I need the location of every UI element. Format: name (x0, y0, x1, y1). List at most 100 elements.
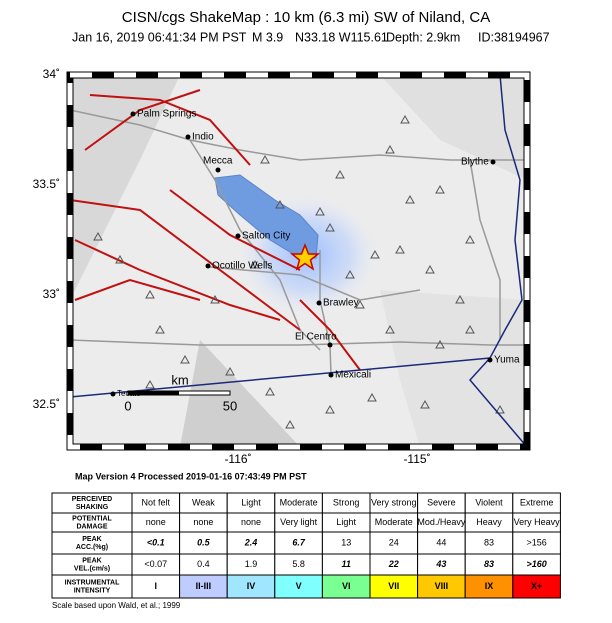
table-value: Moderate (375, 517, 413, 527)
station (145, 289, 155, 299)
station (210, 294, 220, 304)
station (435, 184, 445, 194)
row-header: PEAK ACC.(%g) (76, 536, 108, 551)
table-value: Not felt (142, 497, 171, 507)
station (250, 259, 260, 269)
subtitle-part: ID:38194967 (478, 30, 550, 44)
station (465, 234, 475, 244)
table-value: 44 (436, 537, 446, 547)
table-value: Light (336, 517, 356, 527)
place-label: Ocotillo Wells (212, 261, 272, 272)
row-header: POTENTIAL DAMAGE (72, 515, 112, 530)
table-value: 2.4 (244, 537, 258, 547)
table-value: Very Heavy (514, 517, 561, 527)
lat-tick-label: 32.5˚ (33, 397, 60, 411)
subtitle-part: M 3.9 (252, 30, 283, 44)
station (265, 386, 275, 396)
station (260, 154, 270, 164)
table-value: Weak (192, 497, 215, 507)
place-label: Salton City (242, 231, 290, 242)
station (315, 206, 325, 216)
table-value: 83 (484, 537, 494, 547)
table-value: VIII (435, 581, 449, 591)
station (285, 419, 295, 429)
table-value: X+ (531, 581, 542, 591)
table-value: 11 (342, 559, 351, 569)
place-label: Mecca (203, 156, 233, 167)
table-value: none (146, 517, 166, 527)
station (420, 399, 430, 409)
station (345, 269, 355, 279)
station (395, 244, 405, 254)
station (425, 264, 435, 274)
table-value: VI (342, 581, 351, 591)
station (115, 254, 125, 264)
table-value: Extreme (520, 497, 554, 507)
intensity-table: PERCEIVED SHAKING Not felt Weak Light Moderat… (51, 492, 561, 599)
table-value: 43 (435, 559, 446, 569)
station (325, 404, 335, 414)
table-value: 1.9 (245, 559, 258, 569)
place-dot (490, 159, 496, 165)
station (495, 404, 505, 414)
station (225, 366, 235, 376)
table-value: Severe (427, 497, 456, 507)
scale-label: 50 (223, 398, 237, 413)
station (400, 114, 410, 124)
station (275, 199, 285, 209)
station (155, 324, 165, 334)
table-value: >160 (526, 559, 546, 569)
table-value: none (193, 517, 213, 527)
stations (93, 114, 505, 429)
salton-sea (214, 174, 319, 259)
table-value: 6.7 (292, 537, 306, 547)
subtitle: Jan 16, 2019 06:41:34 PM PST M 3.9 N33.18 … (72, 30, 550, 44)
station (385, 144, 395, 154)
table-value: Mod./Heavy (417, 517, 466, 527)
subtitle-part: N33.18 W115.61 (295, 30, 388, 44)
terrain (380, 290, 527, 447)
scale-label: 0 (124, 398, 131, 413)
place-label: Mexicali (335, 370, 371, 381)
station (180, 354, 190, 364)
terrain (70, 75, 180, 300)
table-value: Strong (333, 497, 360, 507)
lat-tick-label: 33˚ (43, 287, 60, 301)
lon-tick-label: -115˚ (403, 452, 430, 466)
station (335, 169, 345, 179)
row-header: PEAK VEL.(cm/s) (74, 557, 110, 572)
table-value: VII (388, 581, 399, 591)
row-header: PERCEIVED SHAKING (72, 496, 112, 511)
lat-tick-label: 34˚ (43, 67, 60, 81)
table-value: 13 (341, 537, 351, 547)
table-value: IV (247, 581, 256, 591)
station (145, 379, 155, 389)
table-value: IX (485, 581, 494, 591)
place-dot (327, 342, 333, 348)
station (367, 392, 377, 402)
roads (70, 109, 527, 376)
station (93, 231, 103, 241)
place-label: Indio (192, 132, 214, 143)
map-version: Map Version 4 Processed 2019-01-16 07:43… (75, 471, 307, 481)
table-value: 24 (389, 537, 399, 547)
station (405, 194, 415, 204)
scale-unit: km (171, 372, 188, 387)
place-dot (110, 391, 116, 397)
station (385, 324, 395, 334)
station (465, 324, 475, 334)
table-value: <0.1 (147, 537, 165, 547)
station (355, 299, 365, 309)
place-label: El Centro (295, 332, 337, 343)
map-area: Palm Springs Indio Mecca Blythe Salton City O… (70, 75, 527, 447)
table-value: Heavy (476, 517, 502, 527)
table-value: Moderate (280, 497, 318, 507)
table-value: Violent (475, 497, 503, 507)
table-value: I (155, 581, 158, 591)
place-dot (487, 357, 493, 363)
table-value: Very light (280, 517, 318, 527)
footnote: Scale based upon Wald, et al.; 1999 (52, 601, 181, 610)
lat-tick-label: 33.5˚ (33, 177, 60, 191)
faults (70, 89, 361, 371)
